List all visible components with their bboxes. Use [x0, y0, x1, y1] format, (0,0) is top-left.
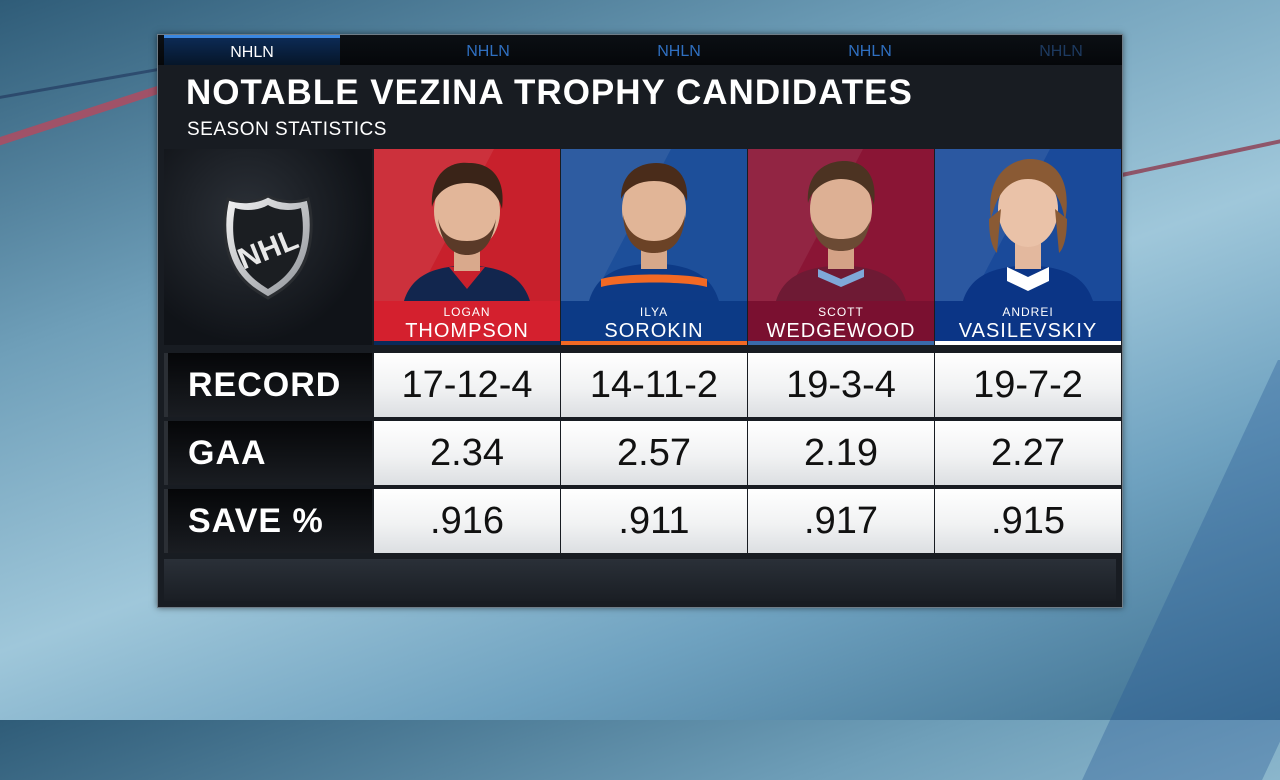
player-first-name: Ilya — [639, 305, 669, 319]
stat-value: .917 — [748, 489, 934, 553]
stats-board: NHLN NHLN NHLN NHLN NHLN Notable Vezina … — [157, 34, 1123, 608]
stat-value: 14-11-2 — [561, 353, 747, 417]
player-first-name: Andrei — [1002, 305, 1054, 319]
player-photo — [374, 149, 560, 301]
player-name-box: Andrei Vasilevskiy — [935, 301, 1121, 345]
network-tab: NHLN — [1039, 43, 1083, 60]
network-tab: NHLN — [466, 43, 510, 60]
stat-row-save-pct: Save % .916 .911 .917 .915 — [164, 489, 1121, 553]
stat-row-record: Record 17-12-4 14-11-2 19-3-4 19-7-2 — [164, 353, 1121, 417]
network-tab: NHLN — [848, 43, 892, 60]
player-first-name: Logan — [443, 305, 491, 319]
stat-label: Record — [164, 353, 372, 417]
player-name-box: Logan Thompson — [374, 301, 560, 345]
graphic-subtitle: Season Statistics — [187, 119, 387, 140]
nhl-shield-icon: NHL — [223, 194, 313, 300]
player-card-sorokin: Ilya Sorokin — [561, 149, 747, 345]
board-footer — [164, 559, 1116, 601]
player-last-name: Wedgewood — [766, 320, 916, 342]
graphic-title: Notable Vezina Trophy Candidates — [186, 73, 913, 112]
stat-value: 19-3-4 — [748, 353, 934, 417]
stat-label: GAA — [164, 421, 372, 485]
stat-label: Save % — [164, 489, 372, 553]
team-color-stripe — [561, 341, 747, 345]
stat-value: 17-12-4 — [374, 353, 560, 417]
stat-value: .915 — [935, 489, 1121, 553]
team-color-stripe — [748, 341, 934, 345]
stat-value: 2.57 — [561, 421, 747, 485]
stat-value: 2.19 — [748, 421, 934, 485]
team-color-stripe — [374, 341, 560, 345]
player-last-name: Sorokin — [604, 320, 704, 342]
network-tab: NHLN — [164, 35, 340, 65]
network-tab-bar: NHLN NHLN NHLN NHLN NHLN — [158, 35, 1122, 65]
player-first-name: Scott — [818, 305, 864, 319]
rink-red-line-right — [1121, 127, 1280, 177]
player-card-wedgewood: Scott Wedgewood — [748, 149, 934, 345]
stat-value: 19-7-2 — [935, 353, 1121, 417]
player-card-thompson: Logan Thompson — [374, 149, 560, 345]
stat-value: 2.27 — [935, 421, 1121, 485]
player-photo — [748, 149, 934, 301]
player-name-box: Scott Wedgewood — [748, 301, 934, 345]
team-color-stripe — [935, 341, 1121, 345]
stat-value: .911 — [561, 489, 747, 553]
player-photo — [935, 149, 1121, 301]
stat-value: .916 — [374, 489, 560, 553]
stat-value: 2.34 — [374, 421, 560, 485]
player-last-name: Vasilevskiy — [958, 320, 1098, 342]
stat-row-gaa: GAA 2.34 2.57 2.19 2.27 — [164, 421, 1121, 485]
player-photo — [561, 149, 747, 301]
player-name-box: Ilya Sorokin — [561, 301, 747, 345]
network-tab: NHLN — [657, 43, 701, 60]
player-last-name: Thompson — [405, 320, 529, 342]
league-logo-panel: NHL — [164, 149, 372, 345]
player-card-vasilevskiy: Andrei Vasilevskiy — [935, 149, 1121, 345]
